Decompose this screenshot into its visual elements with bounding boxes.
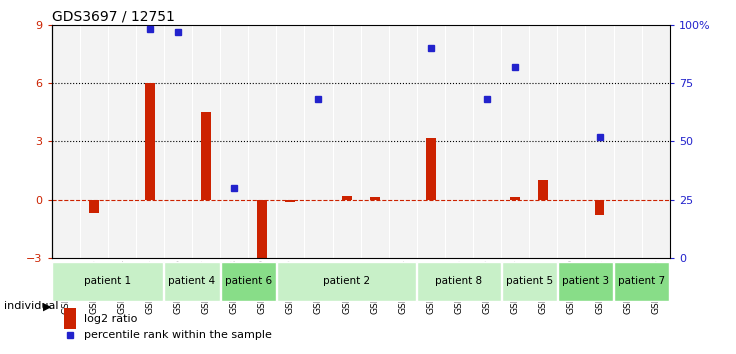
Text: individual: individual bbox=[4, 301, 58, 311]
Text: ▶: ▶ bbox=[43, 301, 52, 311]
Bar bbox=[417, 25, 445, 258]
Text: patient 4: patient 4 bbox=[169, 276, 216, 286]
Bar bbox=[145, 83, 155, 200]
Bar bbox=[286, 200, 295, 202]
Text: patient 3: patient 3 bbox=[562, 276, 609, 286]
Bar bbox=[389, 25, 417, 258]
Bar bbox=[426, 138, 436, 200]
Bar bbox=[417, 262, 500, 301]
Bar bbox=[277, 262, 417, 301]
Bar bbox=[473, 25, 501, 258]
Bar bbox=[539, 181, 548, 200]
Bar bbox=[614, 262, 669, 301]
Bar bbox=[79, 25, 107, 258]
Text: percentile rank within the sample: percentile rank within the sample bbox=[84, 330, 272, 339]
Text: patient 7: patient 7 bbox=[618, 276, 665, 286]
Bar bbox=[595, 200, 604, 215]
Bar bbox=[502, 262, 557, 301]
Bar bbox=[501, 25, 529, 258]
Bar bbox=[164, 25, 192, 258]
Bar bbox=[136, 25, 164, 258]
Text: patient 2: patient 2 bbox=[323, 276, 370, 286]
Bar bbox=[557, 25, 585, 258]
Bar bbox=[529, 25, 557, 258]
Bar bbox=[305, 25, 333, 258]
Bar bbox=[510, 197, 520, 200]
Bar bbox=[614, 25, 642, 258]
Bar bbox=[558, 262, 613, 301]
Bar bbox=[220, 25, 248, 258]
Text: patient 8: patient 8 bbox=[436, 276, 483, 286]
Bar bbox=[445, 25, 473, 258]
Text: patient 5: patient 5 bbox=[506, 276, 553, 286]
Text: patient 1: patient 1 bbox=[84, 276, 131, 286]
Bar bbox=[369, 197, 380, 200]
Bar bbox=[164, 262, 219, 301]
Bar bbox=[258, 200, 267, 258]
Bar bbox=[221, 262, 276, 301]
Bar bbox=[192, 25, 220, 258]
Bar bbox=[342, 196, 352, 200]
Text: log2 ratio: log2 ratio bbox=[84, 314, 137, 324]
Bar bbox=[585, 25, 614, 258]
Text: patient 6: patient 6 bbox=[224, 276, 272, 286]
Bar bbox=[361, 25, 389, 258]
Bar bbox=[52, 262, 163, 301]
Bar bbox=[107, 25, 136, 258]
Bar bbox=[89, 200, 99, 213]
Bar bbox=[642, 25, 670, 258]
Bar bbox=[248, 25, 276, 258]
Bar bbox=[64, 308, 77, 329]
Bar bbox=[333, 25, 361, 258]
Bar bbox=[201, 112, 211, 200]
Bar bbox=[52, 25, 79, 258]
Text: GDS3697 / 12751: GDS3697 / 12751 bbox=[52, 10, 174, 24]
Bar bbox=[276, 25, 305, 258]
